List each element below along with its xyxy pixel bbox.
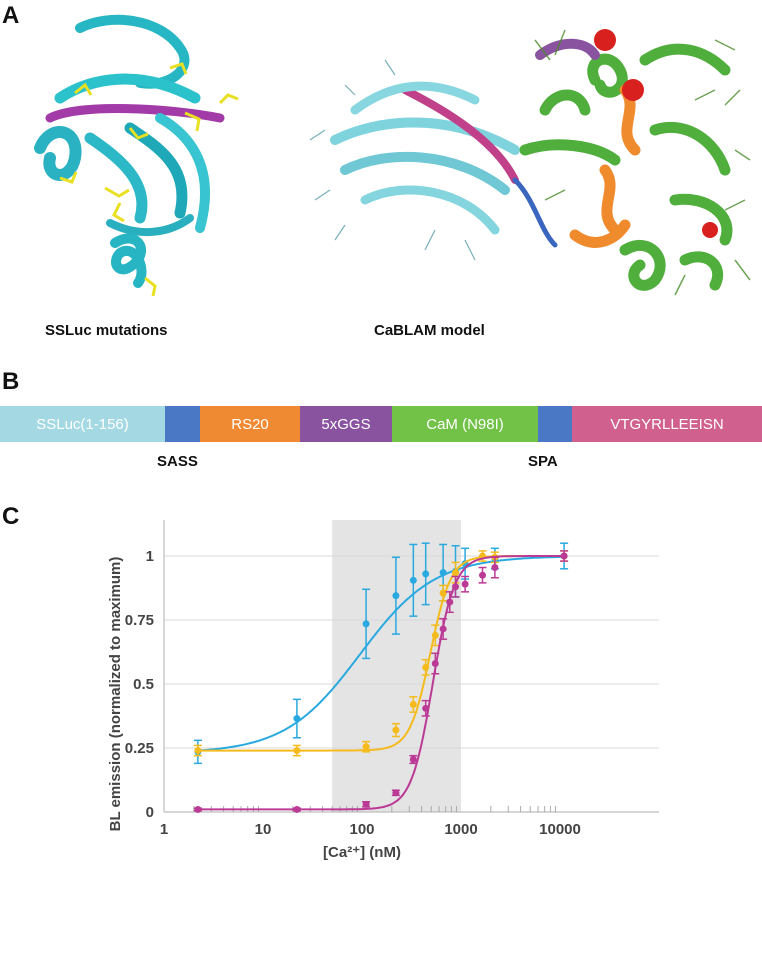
- panel-a-left-caption: SSLuc mutations: [45, 322, 168, 339]
- data-point: [409, 756, 417, 764]
- x-axis-title: [Ca²⁺] (nM): [323, 844, 401, 861]
- data-point: [479, 571, 487, 579]
- data-point: [362, 743, 370, 751]
- y-tick-label: 0.75: [125, 612, 154, 629]
- construct-segment: RS20: [200, 406, 300, 442]
- cablam-structure: [309, 29, 751, 296]
- y-tick-label: 1: [146, 548, 154, 565]
- construct-segment: SSLuc(1-156): [0, 406, 165, 442]
- x-tick-label: 10: [255, 821, 272, 838]
- spa-label: SPA: [528, 453, 558, 470]
- calcium-titration-chart: 0 0.25 0.5 0.75 1 1 10 100 1000 10000 [Ca²⁺] (nM) B…: [107, 520, 659, 861]
- x-tick-label: 10000: [539, 821, 581, 838]
- data-point: [409, 576, 417, 584]
- data-point: [560, 552, 568, 560]
- data-point: [392, 592, 400, 600]
- construct-segment: VTGYRLLEEISN: [572, 406, 762, 442]
- data-point: [452, 569, 460, 577]
- y-tick-label: 0.5: [133, 676, 154, 693]
- construct-segment: [165, 406, 200, 442]
- data-point: [452, 583, 460, 591]
- panel-a-right-caption: CaBLAM model: [374, 322, 485, 339]
- data-point: [431, 660, 439, 668]
- construct-segment: [538, 406, 572, 442]
- data-point: [194, 805, 202, 813]
- data-point: [422, 570, 430, 578]
- data-point: [293, 805, 301, 813]
- panel-c-label: C: [2, 503, 20, 530]
- data-point: [293, 747, 301, 755]
- data-point: [422, 704, 430, 712]
- data-point: [446, 598, 454, 606]
- data-point: [422, 663, 430, 671]
- panel-a-label: A: [2, 2, 20, 29]
- data-point: [409, 700, 417, 708]
- fit-curve: [197, 555, 565, 752]
- data-point: [392, 789, 400, 797]
- fit-curve: [197, 555, 565, 811]
- data-point: [392, 726, 400, 734]
- data-point: [439, 569, 447, 577]
- data-point: [439, 589, 447, 597]
- x-tick-label: 100: [349, 821, 374, 838]
- y-tick-label: 0: [146, 804, 154, 821]
- x-tick-label: 1: [160, 821, 168, 838]
- panel-b-label: B: [2, 368, 20, 395]
- data-point: [362, 800, 370, 808]
- data-point: [431, 631, 439, 639]
- y-tick-label: 0.25: [125, 740, 154, 757]
- data-point: [491, 564, 499, 572]
- construct-bar: SSLuc(1-156) RS20 5xGGS CaM (N98I) VTGYRLLEE…: [0, 406, 762, 442]
- data-point: [461, 580, 469, 588]
- data-point: [362, 620, 370, 628]
- data-point: [194, 747, 202, 755]
- data-point: [293, 715, 301, 723]
- sass-label: SASS: [157, 453, 198, 470]
- construct-segment: 5xGGS: [300, 406, 392, 442]
- y-axis-title: BL emission (normalized to maximum): [107, 557, 124, 832]
- ssluc-structure: [34, 14, 239, 297]
- construct-segment: CaM (N98I): [392, 406, 538, 442]
- data-point: [439, 625, 447, 633]
- x-tick-label: 1000: [444, 821, 477, 838]
